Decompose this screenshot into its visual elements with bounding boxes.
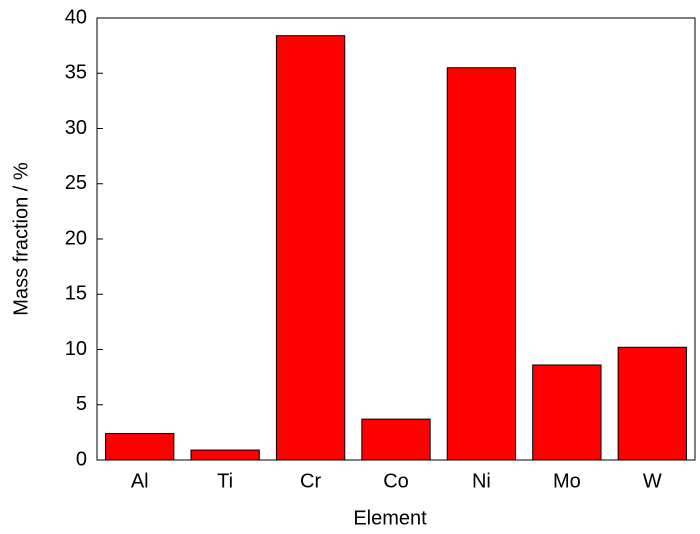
bar [446,67,517,461]
bar [275,35,346,461]
y-axis-label: Mass fraction / % [10,162,32,316]
x-tick-label: Cr [300,470,321,492]
x-tick-label: Ni [472,470,491,492]
y-tick-label: 15 [65,283,87,305]
y-tick-label: 5 [76,393,87,415]
y-tick-label: 25 [65,172,87,194]
x-tick-label: Co [383,470,409,492]
bar [190,449,260,461]
y-tick-label: 30 [65,117,87,139]
bar [617,346,687,461]
bar [105,432,175,461]
bar [532,364,602,461]
x-tick-label: Ti [217,470,233,492]
y-tick-label: 40 [65,6,87,28]
plot-frame [96,17,696,461]
x-tick-label: Al [131,470,149,492]
x-tick-label: W [643,470,662,492]
y-tick-label: 10 [65,338,87,360]
x-axis-label: Element [353,507,427,529]
bar [361,418,431,461]
x-tick-label: Mo [553,470,581,492]
y-tick-label: 20 [65,227,87,249]
y-tick-label: 35 [65,62,87,84]
y-tick-label: 0 [76,448,87,470]
